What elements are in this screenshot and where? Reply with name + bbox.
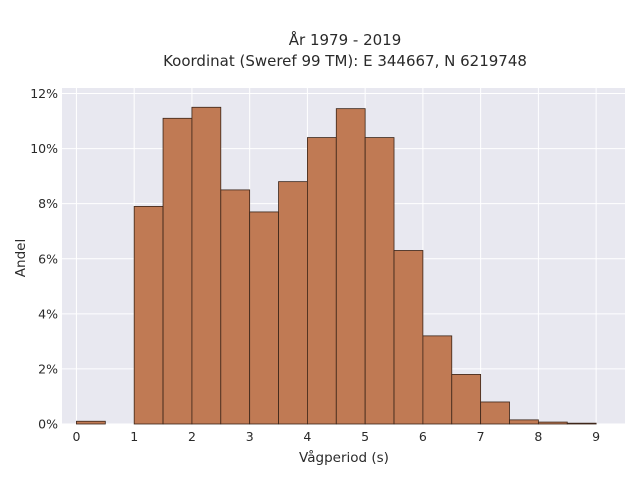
histogram-bar [307, 137, 337, 425]
y-axis-ticks: 0% 2% 4% 6% 8% 10% 12% [30, 86, 58, 431]
histogram-bar [278, 181, 308, 425]
histogram-bar [220, 189, 251, 425]
histogram-bar [537, 421, 568, 425]
y-tick-label: 10% [30, 141, 58, 156]
histogram-bar [162, 117, 193, 425]
y-tick-label: 4% [38, 306, 58, 321]
histogram-bar [480, 401, 510, 425]
x-tick-label: 5 [361, 429, 369, 444]
y-axis-label: Andel [13, 239, 29, 277]
chart-title: År 1979 - 2019 [289, 30, 402, 49]
histogram-bars [76, 106, 597, 425]
x-tick-label: 6 [419, 429, 427, 444]
y-tick-label: 8% [38, 196, 58, 211]
chart-subtitle: Koordinat (Sweref 99 TM): E 344667, N 62… [163, 52, 527, 70]
x-tick-label: 8 [534, 429, 542, 444]
x-tick-label: 2 [188, 429, 196, 444]
x-axis-ticks: 0 1 2 3 4 5 6 7 8 9 [72, 429, 600, 444]
y-tick-label: 12% [30, 86, 58, 101]
histogram-bar [335, 108, 366, 425]
histogram-bar [393, 250, 424, 425]
x-tick-label: 3 [246, 429, 254, 444]
x-axis-label: Vågperiod (s) [299, 449, 389, 466]
histogram-bar [76, 420, 106, 425]
x-tick-label: 1 [130, 429, 138, 444]
y-tick-label: 6% [38, 251, 58, 266]
histogram-bar [249, 211, 279, 425]
histogram-bar [191, 106, 222, 425]
y-tick-label: 0% [38, 417, 58, 432]
x-tick-label: 0 [72, 429, 80, 444]
histogram-bar [451, 374, 482, 425]
x-tick-label: 4 [303, 429, 311, 444]
histogram-bar [364, 137, 395, 425]
x-tick-label: 9 [592, 429, 600, 444]
histogram-bar [509, 419, 539, 425]
histogram-bar [566, 422, 597, 425]
x-tick-label: 7 [477, 429, 485, 444]
histogram-bar [133, 206, 164, 425]
histogram-bar [422, 335, 453, 425]
y-tick-label: 2% [38, 361, 58, 376]
